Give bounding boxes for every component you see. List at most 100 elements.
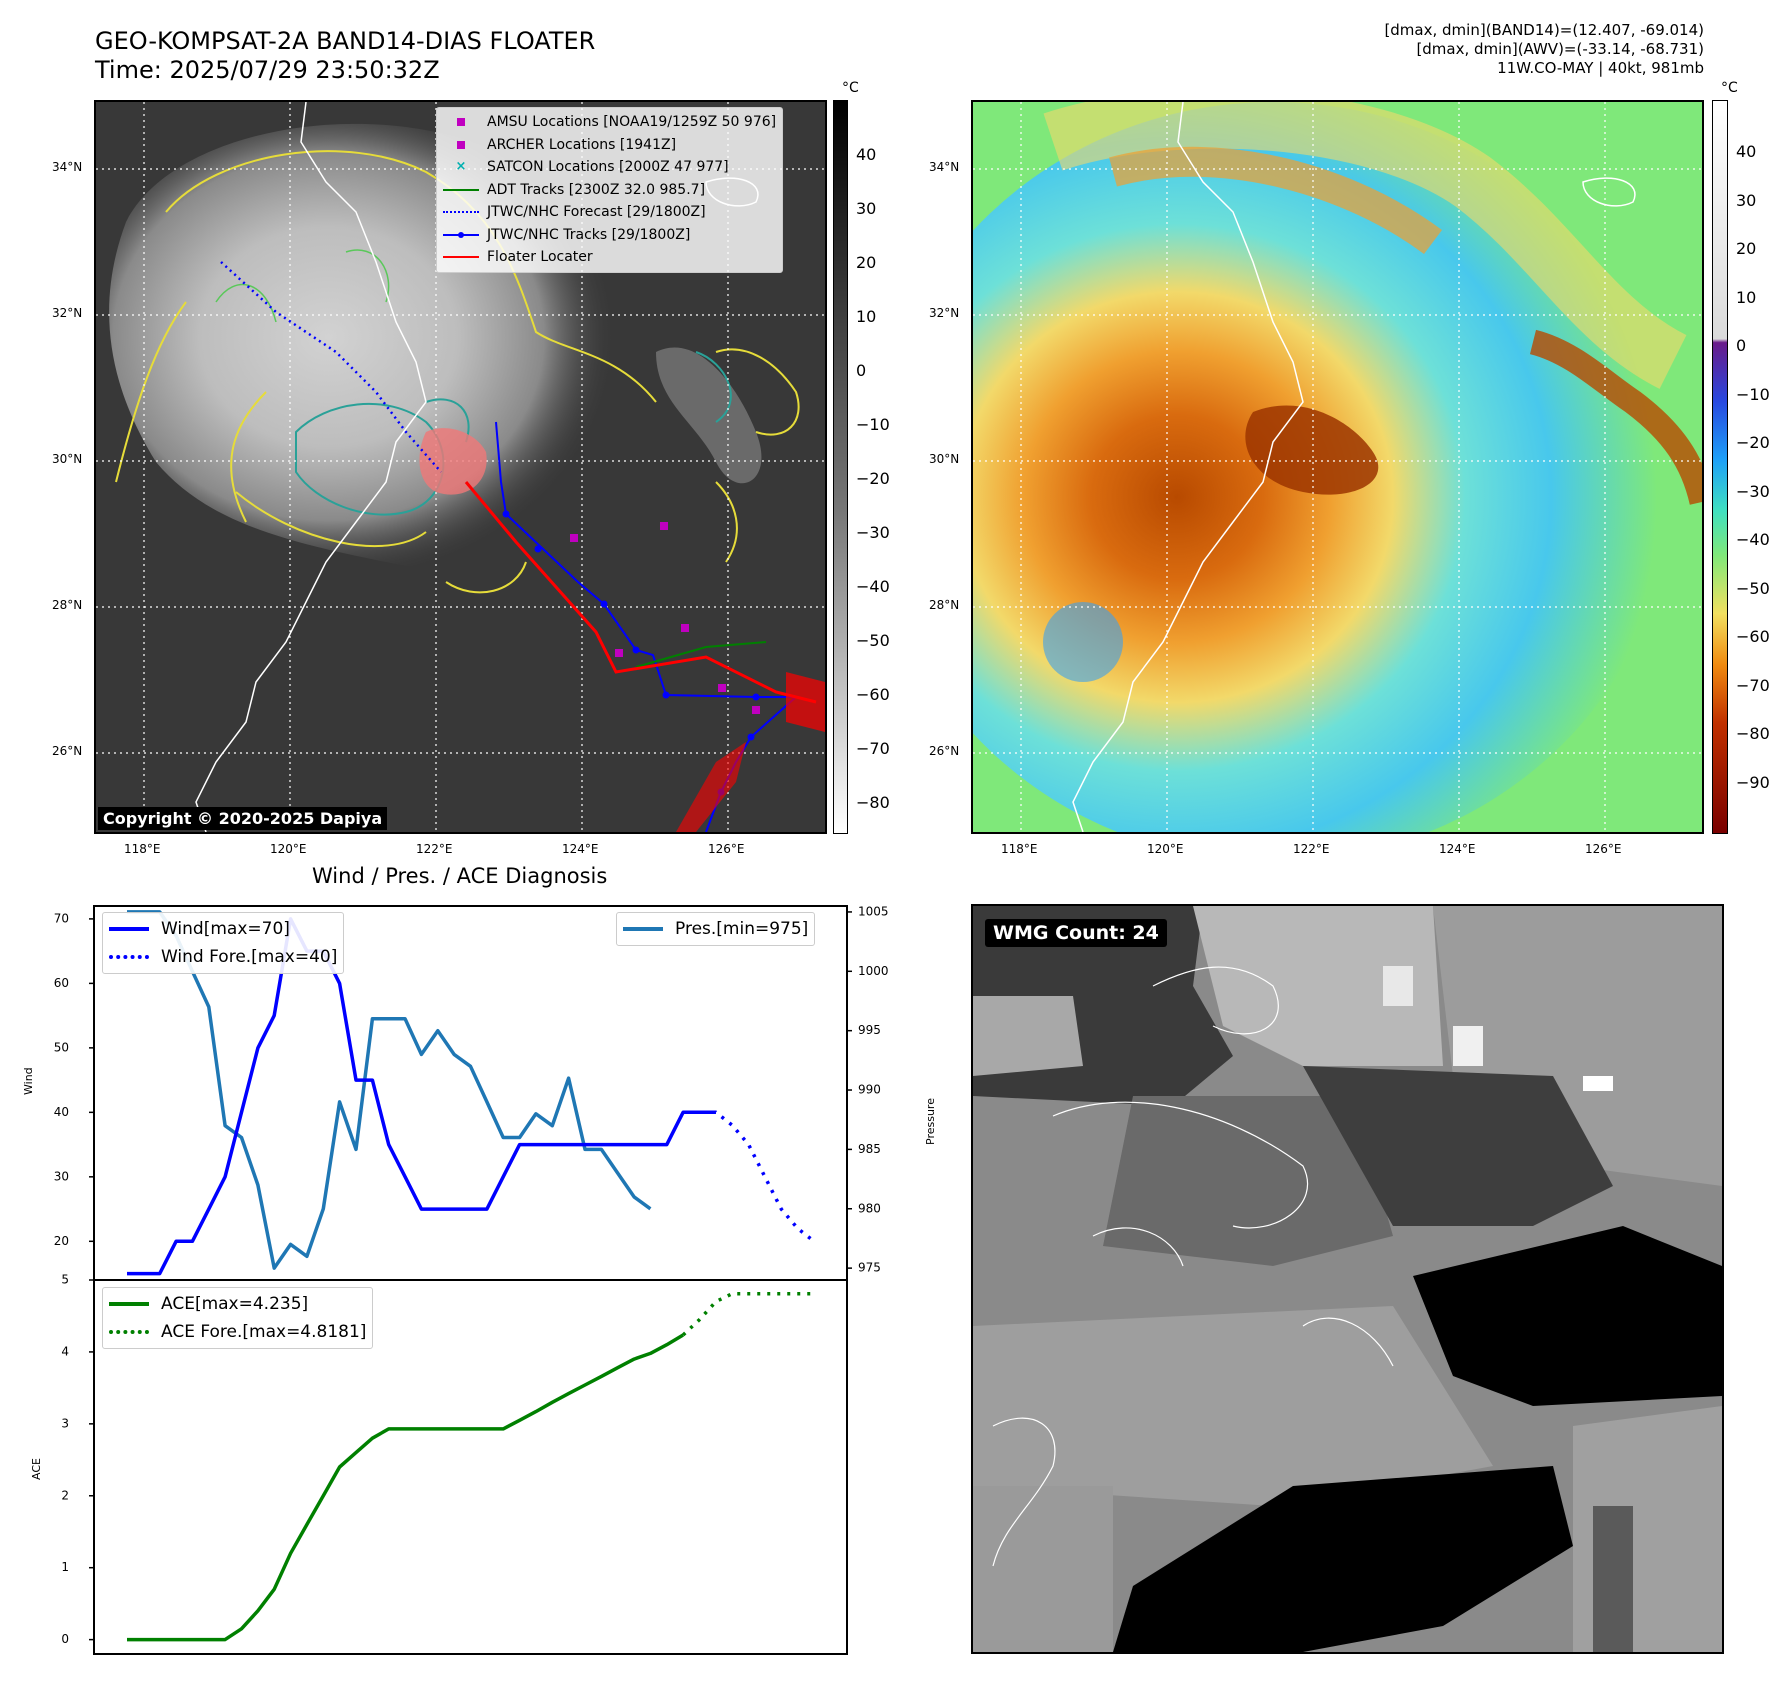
legend-label: ACE Fore.[max=4.8181] (161, 1322, 367, 1342)
copyright-label: Copyright © 2020-2025 Dapiya (98, 807, 388, 830)
pressure-tick-label: 1005 (858, 904, 889, 918)
series-line (681, 1291, 814, 1337)
ace-tick-label: 0 (61, 1632, 69, 1646)
legend-jtwc-tracks: JTWC/NHC Tracks [29/1800Z] (443, 224, 776, 247)
legend-label: ADT Tracks [2300Z 32.0 985.7] (487, 181, 706, 198)
line-dot-icon (443, 228, 479, 242)
legend-label: Wind Fore.[max=40] (161, 947, 338, 967)
legend-label: ARCHER Locations [1941Z] (487, 136, 677, 153)
wmg-image (973, 906, 1722, 1652)
lat-label: 26°N (52, 744, 83, 758)
colorbar-tick: 30 (856, 199, 877, 218)
pressure-tick-label: 985 (858, 1142, 881, 1156)
legend-floater: Floater Locater (443, 246, 776, 269)
colorbar-tick: −70 (856, 739, 890, 758)
colorbar-tick: 0 (1736, 336, 1747, 355)
wind-tick-label: 40 (54, 1105, 69, 1119)
lat-label: 32°N (52, 306, 83, 320)
lat-label: 28°N (52, 598, 83, 612)
line-marker-icon (443, 183, 479, 197)
lat-label: 26°N (929, 744, 960, 758)
ace-legend: ACE[max=4.235] ACE Fore.[max=4.8181] (102, 1287, 374, 1349)
lat-label: 30°N (52, 452, 83, 466)
ace-tick-label: 2 (61, 1488, 69, 1502)
wmg-panel: WMG Count: 24 (971, 904, 1724, 1654)
colorbar-tick: −20 (1736, 433, 1770, 452)
colorbar-tick: 0 (856, 361, 867, 380)
colorbar-tick: −60 (1736, 627, 1770, 646)
lon-label: 120°E (270, 842, 307, 856)
stats-header: [dmax, dmin](BAND14)=(12.407, -69.014) [… (1384, 21, 1704, 78)
legend-jtwc-forecast: JTWC/NHC Forecast [29/1800Z] (443, 201, 776, 224)
colorbar-tick: −80 (1736, 724, 1770, 743)
lat-label: 30°N (929, 452, 960, 466)
wind-tick-label: 70 (54, 911, 69, 925)
diagnosis-ticks: 20 30 40 50 60 70 975 980 985 990 995 1000 1005 0 1 2 3 4… (54, 904, 889, 1646)
ace-tick-label: 1 (61, 1560, 69, 1574)
gray-colorbar (833, 100, 848, 834)
legend-ace-fore: ACE Fore.[max=4.8181] (109, 1318, 366, 1346)
solid-line-icon (109, 927, 149, 931)
wmg-count-label: WMG Count: 24 (985, 919, 1167, 947)
x-marker-icon: × (455, 159, 467, 175)
colorbar-tick: −10 (1736, 384, 1770, 404)
square-marker-icon (443, 138, 479, 152)
lat-label: 34°N (52, 160, 83, 174)
legend-pres: Pres.[min=975] (623, 915, 808, 943)
ace-tick-label: 5 (61, 1273, 69, 1287)
colorbar-tick: −40 (1736, 530, 1770, 549)
colorbar-tick: −90 (1736, 772, 1770, 792)
colorbar-tick: 40 (1736, 142, 1757, 161)
lon-label: 124°E (562, 842, 599, 856)
legend-wind: Wind[max=70] (109, 915, 337, 943)
pressure-tick-label: 1000 (858, 964, 889, 978)
legend-label: SATCON Locations [2000Z 47 977] (487, 159, 729, 175)
legend-label: Floater Locater (487, 249, 593, 265)
series-line (127, 910, 652, 1270)
map-legend: AMSU Locations [NOAA19/1259Z 50 976] ARC… (436, 107, 784, 273)
wind-legend: Wind[max=70] Wind Fore.[max=40] (102, 912, 345, 974)
wind-tick-label: 50 (54, 1040, 69, 1054)
lon-label: 122°E (416, 842, 453, 856)
storm-info: 11W.CO-MAY | 40kt, 981mb (1497, 59, 1704, 77)
legend-amsu: AMSU Locations [NOAA19/1259Z 50 976] (443, 111, 776, 134)
awv-map-image (973, 102, 1702, 832)
lon-label: 126°E (708, 842, 745, 856)
diagnosis-lines (127, 910, 816, 1642)
title-satellite: GEO-KOMPSAT-2A BAND14-DIAS FLOATER (95, 27, 596, 55)
dotted-line-icon (109, 1330, 149, 1334)
colorbar-unit: °C (1721, 80, 1738, 96)
series-line (127, 917, 716, 1276)
color-colorbar (1712, 100, 1728, 834)
colorbar-tick: −10 (856, 415, 890, 434)
ir-map-panel: AMSU Locations [NOAA19/1259Z 50 976] ARC… (94, 100, 827, 834)
colorbar-tick: −30 (1736, 481, 1770, 501)
colorbar-tick: −40 (856, 577, 890, 596)
solid-line-icon (109, 1302, 149, 1306)
lon-label: 118°E (124, 842, 161, 856)
ace-tick-label: 4 (61, 1344, 69, 1358)
stats-band14: [dmax, dmin](BAND14)=(12.407, -69.014) (1384, 21, 1704, 39)
square-marker-icon (443, 115, 479, 129)
colorbar-tick: 20 (856, 253, 877, 272)
pressure-tick-label: 980 (858, 1201, 881, 1215)
figure-title: GEO-KOMPSAT-2A BAND14-DIAS FLOATER Time:… (95, 27, 595, 85)
colorbar-tick: −70 (1736, 675, 1770, 695)
colorbar-tick: −50 (856, 631, 890, 650)
legend-label: ACE[max=4.235] (161, 1294, 309, 1314)
legend-archer: ARCHER Locations [1941Z] (443, 134, 776, 157)
pressure-tick-label: 990 (858, 1083, 881, 1097)
legend-adt: ADT Tracks [2300Z 32.0 985.7] (443, 179, 776, 202)
pressure-tick-label: 975 (858, 1261, 881, 1275)
diagnosis-title: Wind / Pres. / ACE Diagnosis (312, 864, 608, 888)
lon-label: 120°E (1147, 842, 1184, 856)
legend-label: Pres.[min=975] (675, 919, 809, 939)
dotted-line-icon (443, 205, 479, 219)
lat-label: 32°N (929, 306, 960, 320)
lat-label: 34°N (929, 160, 960, 174)
lon-label: 122°E (1293, 842, 1330, 856)
solid-line-icon (623, 927, 663, 931)
colorbar-tick: 10 (856, 307, 877, 326)
colorbar-tick: 30 (1736, 190, 1757, 210)
